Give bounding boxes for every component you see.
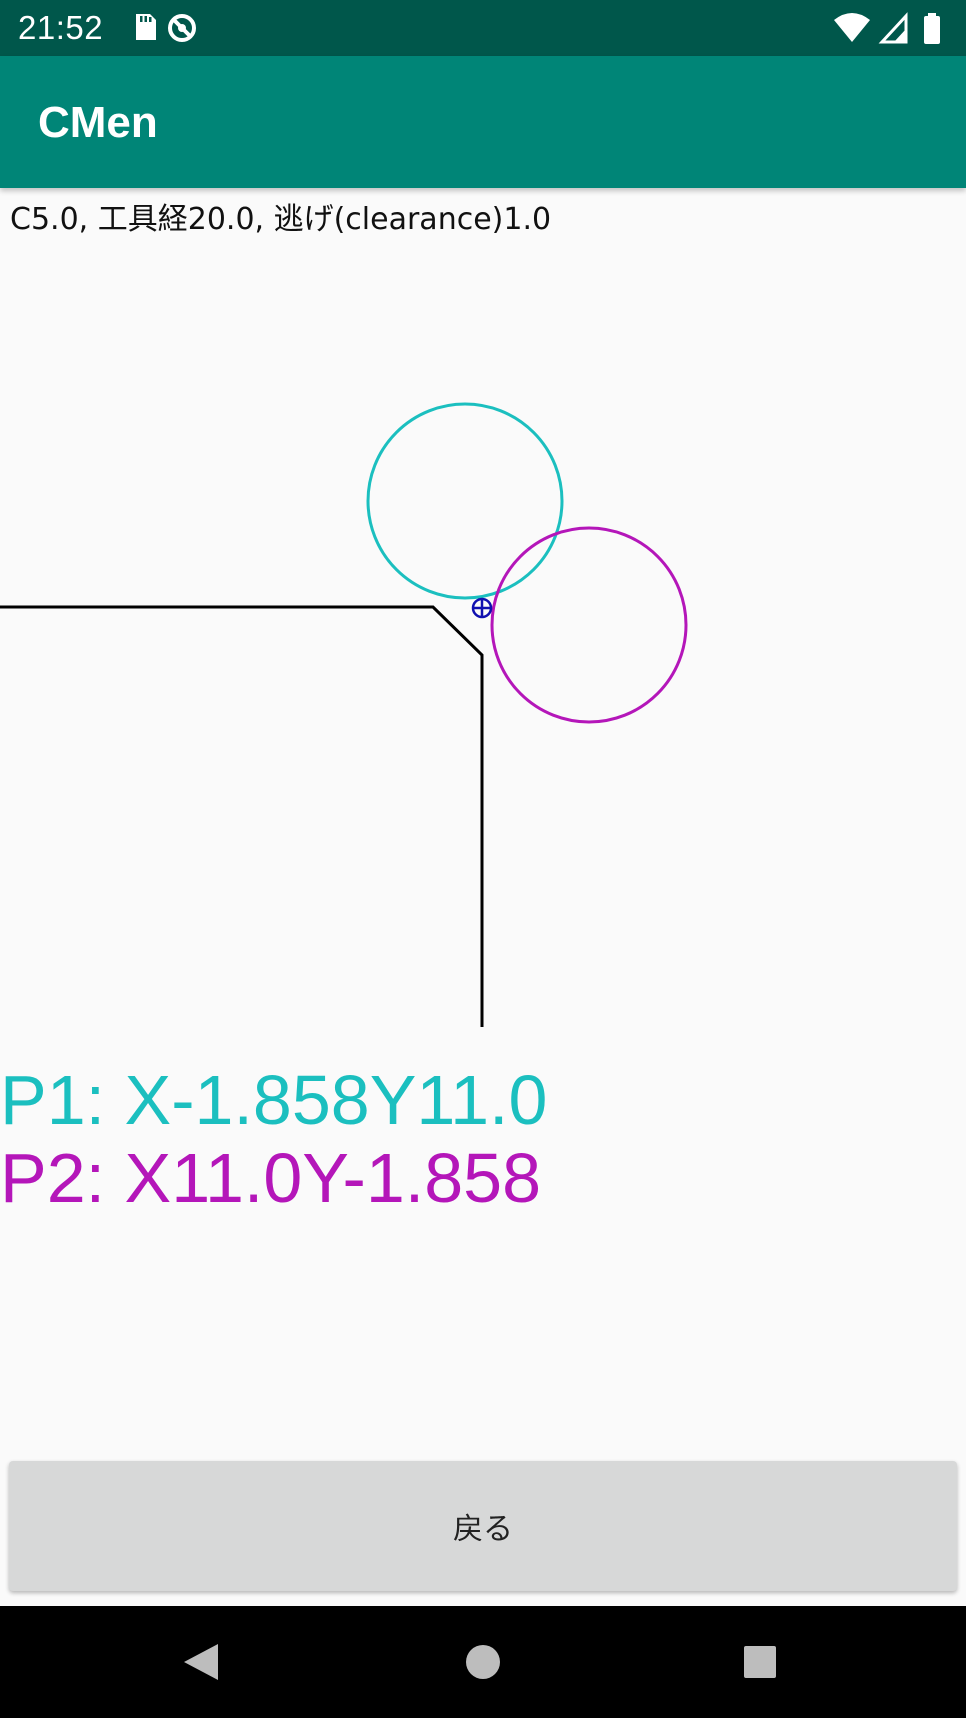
sd-card-icon <box>136 14 156 40</box>
status-bar: 21:52 <box>0 0 966 56</box>
sync-blocked-icon <box>168 14 196 42</box>
status-right-icons <box>834 12 940 44</box>
navigation-bar <box>0 1606 966 1718</box>
parameters-text: C5.0, 工具経20.0, 逃げ(clearance)1.0 <box>10 202 552 237</box>
tool-circle-p2 <box>490 526 688 724</box>
app-title: CMen <box>38 98 158 147</box>
back-button-label: 戻る <box>453 1512 513 1547</box>
nav-home-icon[interactable] <box>453 1632 513 1692</box>
p2-coordinates: P2: X11.0Y-1.858 <box>0 1139 541 1217</box>
p1-coordinates: P1: X-1.858Y11.0 <box>0 1061 548 1139</box>
back-button[interactable]: 戻る <box>9 1461 957 1591</box>
nav-recents-icon[interactable] <box>730 1632 790 1692</box>
chamfer-drawing <box>0 402 688 1027</box>
workpiece-outline <box>0 605 484 1027</box>
crosshair-circle-icon <box>471 597 493 619</box>
status-time: 21:52 <box>18 9 104 46</box>
status-left-icons <box>136 14 196 42</box>
tool-circle-p1 <box>366 402 564 600</box>
wifi-icon <box>834 13 870 42</box>
battery-icon <box>924 13 940 44</box>
nav-back-icon[interactable] <box>172 1632 232 1692</box>
app-bar: CMen <box>0 56 966 188</box>
